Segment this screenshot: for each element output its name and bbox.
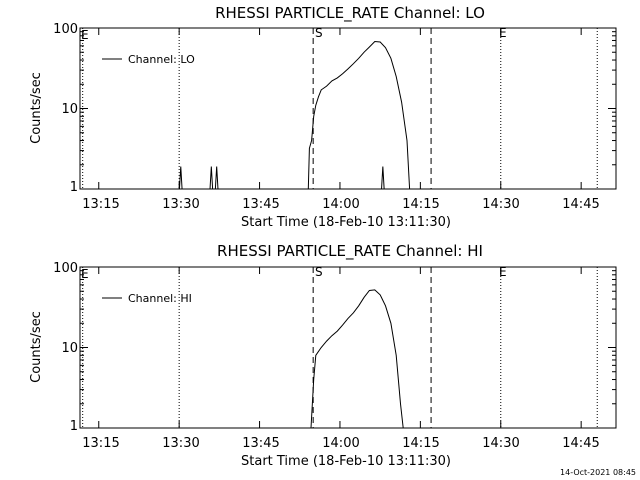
panel-hi-marker-label: S bbox=[315, 265, 323, 279]
panel-hi-marker-label: E bbox=[499, 265, 507, 279]
panel-lo-x-tick-label: 14:30 bbox=[482, 197, 519, 212]
panel-hi-title: RHESSI PARTICLE_RATE Channel: HI bbox=[217, 242, 483, 261]
panel-lo-x-tick-label: 13:45 bbox=[242, 197, 279, 212]
panel-hi-y-tick-label: 10 bbox=[61, 341, 78, 356]
panel-lo-x-axis: 13:15 13:30 13:45 14:00 14:15 14:30 14:4… bbox=[82, 197, 599, 212]
panel-lo-y-tick-label: 10 bbox=[61, 102, 78, 117]
panel-hi-legend-label: Channel: HI bbox=[128, 292, 192, 305]
panel-lo-x-tick-label: 13:15 bbox=[82, 197, 119, 212]
panel-lo-x-tick-label: 14:15 bbox=[402, 197, 439, 212]
panel-lo-y-tick-label: 100 bbox=[53, 22, 78, 37]
panel-lo-marker-label: E bbox=[499, 26, 507, 40]
panel-hi-y-tick-label: 100 bbox=[53, 261, 78, 276]
panel-lo-spike bbox=[381, 166, 385, 190]
panel-lo-title: RHESSI PARTICLE_RATE Channel: LO bbox=[215, 4, 485, 23]
panel-hi-x-tick-label: 14:15 bbox=[402, 436, 439, 451]
panel-hi-x-tick-label: 13:15 bbox=[82, 436, 119, 451]
panel-hi-x-tick-label: 13:30 bbox=[162, 436, 199, 451]
panel-hi-y-tick-label: 1 bbox=[70, 419, 78, 434]
panel-lo-x-axis-label: Start Time (18-Feb-10 13:11:30) bbox=[241, 215, 451, 230]
panel-lo-y-axis-label: Counts/sec bbox=[29, 72, 44, 144]
panel-hi-marker-label: E bbox=[81, 267, 89, 281]
panel-lo-legend-label: Channel: LO bbox=[128, 53, 195, 66]
panel-lo-x-tick-label: 14:00 bbox=[322, 197, 359, 212]
panel-hi-x-tick-label: 13:45 bbox=[242, 436, 279, 451]
panel-lo-spike bbox=[178, 166, 183, 190]
panel-hi-x-axis: 13:15 13:30 13:45 14:00 14:15 14:30 14:4… bbox=[82, 436, 599, 451]
panel-lo-marker-label: E bbox=[81, 28, 89, 42]
panel-lo-y-axis: 100 10 1 bbox=[53, 22, 78, 195]
panel-hi-y-axis-label: Counts/sec bbox=[29, 311, 44, 383]
panel-hi-x-tick-label: 14:30 bbox=[482, 436, 519, 451]
panel-lo-x-tick-label: 14:45 bbox=[562, 197, 599, 212]
panel-lo-x-tick-label: 13:30 bbox=[162, 197, 199, 212]
panel-hi-x-tick-label: 14:45 bbox=[562, 436, 599, 451]
panel-hi-y-axis: 100 10 1 bbox=[53, 261, 78, 434]
panel-hi-x-axis-label: Start Time (18-Feb-10 13:11:30) bbox=[241, 454, 451, 469]
panel-lo-legend: Channel: LO bbox=[102, 53, 195, 66]
panel-lo-series-line bbox=[307, 40, 411, 190]
panel-lo-y-tick-label: 1 bbox=[70, 180, 78, 195]
timestamp: 14-Oct-2021 08:45 bbox=[560, 468, 636, 477]
panel-hi-legend: Channel: HI bbox=[102, 292, 192, 305]
panel-lo-spike bbox=[209, 166, 214, 190]
panel-hi-x-tick-label: 14:00 bbox=[322, 436, 359, 451]
panel-lo-spike bbox=[214, 166, 219, 190]
panel-hi: RHESSI PARTICLE_RATE Channel: HI 100 10 … bbox=[29, 242, 617, 469]
panel-hi-series-line bbox=[310, 289, 404, 429]
panel-lo: RHESSI PARTICLE_RATE Channel: LO 100 10 … bbox=[29, 4, 617, 230]
panel-lo-marker-label: S bbox=[315, 26, 323, 40]
